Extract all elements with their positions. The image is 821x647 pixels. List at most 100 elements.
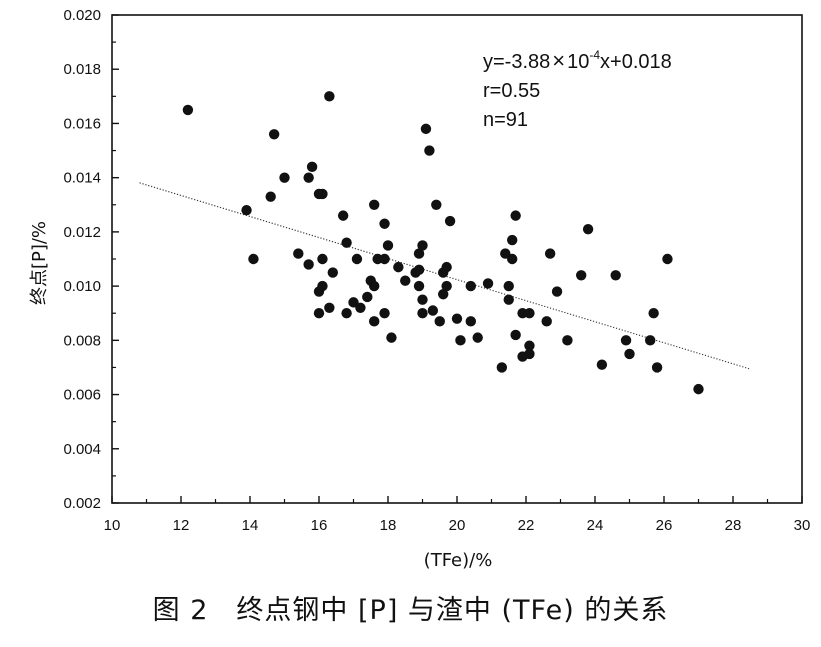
data-point [369, 316, 380, 327]
data-point [324, 91, 335, 102]
data-point [562, 335, 573, 346]
data-point [182, 104, 194, 116]
data-point [400, 275, 411, 286]
data-point [431, 199, 442, 210]
data-point [369, 280, 380, 292]
data-point [417, 294, 428, 305]
data-points [182, 91, 704, 395]
x-tick-label: 12 [173, 517, 190, 534]
data-point [248, 253, 259, 265]
data-point [241, 205, 252, 216]
equation-exponent: -4 [589, 48, 600, 62]
data-point [337, 210, 349, 221]
x-tick-label: 20 [449, 517, 466, 534]
data-point [610, 270, 621, 281]
figure-caption: 图 2 终点钢中 [P] 与渣中 (TFe) 的关系 [152, 595, 669, 626]
data-point [444, 215, 456, 227]
equation-suffix: x+0.018 [600, 51, 672, 73]
y-tick-label: 0.020 [63, 7, 101, 24]
data-point [465, 316, 476, 327]
data-point [507, 234, 518, 246]
data-point [482, 278, 494, 289]
data-point [265, 191, 276, 202]
y-tick-label: 0.002 [63, 495, 101, 512]
data-point [313, 308, 325, 319]
y-tick-label: 0.016 [63, 115, 101, 132]
data-point [268, 129, 280, 140]
sample-count: n=91 [483, 109, 528, 131]
y-axis-title: 终点[P]/% [29, 221, 50, 305]
axis-ticks: 10 12 14 16 18 20 22 24 26 28 30 0.002 0.004 0.006 0.0… [63, 7, 810, 534]
data-point [362, 291, 373, 303]
data-point [327, 267, 338, 278]
correlation-coefficient: r=0.55 [483, 80, 540, 102]
x-axis-title: (TFe)/% [424, 550, 493, 571]
data-point [427, 305, 439, 316]
data-point [507, 253, 518, 265]
data-point [424, 145, 435, 156]
data-point [524, 308, 535, 319]
x-tick-label: 30 [794, 517, 811, 534]
x-tick-label: 14 [242, 517, 259, 534]
data-point [413, 280, 425, 292]
data-point [355, 302, 366, 313]
data-point [317, 188, 328, 200]
x-tick-label: 16 [311, 517, 328, 534]
data-point [576, 270, 587, 281]
data-point [524, 340, 535, 351]
x-tick-label: 10 [104, 517, 121, 534]
x-tick-label: 28 [725, 517, 742, 534]
data-point [582, 223, 594, 235]
data-point [472, 332, 483, 343]
y-tick-label: 0.006 [63, 387, 101, 404]
data-point [651, 362, 663, 373]
data-point [524, 348, 535, 360]
data-point [465, 280, 476, 292]
data-point [293, 248, 304, 259]
x-tick-label: 18 [380, 517, 397, 534]
data-point [434, 316, 445, 327]
data-point [596, 359, 608, 370]
y-tick-label: 0.008 [63, 332, 101, 349]
data-point [544, 248, 556, 259]
data-point [341, 308, 352, 319]
data-point [317, 253, 328, 265]
x-tick-label: 24 [587, 517, 604, 534]
data-point [662, 253, 673, 265]
data-point [306, 161, 318, 173]
data-point [413, 248, 425, 259]
data-point [510, 210, 521, 221]
data-point [341, 237, 352, 248]
data-point [441, 280, 452, 292]
plot-frame [111, 14, 803, 504]
data-point [551, 286, 563, 297]
data-point [624, 348, 635, 360]
regression-equation: y=-3.88× 10-4x+0.018 [483, 48, 672, 73]
data-point [379, 308, 390, 319]
data-point [620, 335, 632, 346]
data-point [413, 264, 425, 276]
equation-base: 10 [567, 51, 589, 73]
data-point [317, 280, 328, 292]
equation-times-sign: × [552, 48, 565, 73]
data-point [379, 218, 390, 229]
data-point [455, 335, 466, 346]
data-point [693, 383, 704, 395]
y-tick-label: 0.014 [63, 170, 101, 187]
y-tick-label: 0.010 [63, 278, 101, 295]
data-point [386, 332, 397, 343]
data-point [351, 253, 363, 265]
y-tick-label: 0.004 [63, 441, 101, 458]
data-point [496, 362, 508, 373]
data-point [503, 280, 514, 292]
data-point [382, 240, 394, 251]
scatter-chart: 10 12 14 16 18 20 22 24 26 28 30 0.002 0.004 0.006 0.0… [29, 7, 810, 571]
data-point [369, 199, 380, 210]
data-point [648, 308, 659, 319]
data-point [645, 335, 656, 346]
data-point [441, 261, 452, 273]
data-point [417, 240, 428, 251]
equation-prefix: y=-3.88 [483, 51, 550, 73]
data-point [379, 253, 390, 265]
